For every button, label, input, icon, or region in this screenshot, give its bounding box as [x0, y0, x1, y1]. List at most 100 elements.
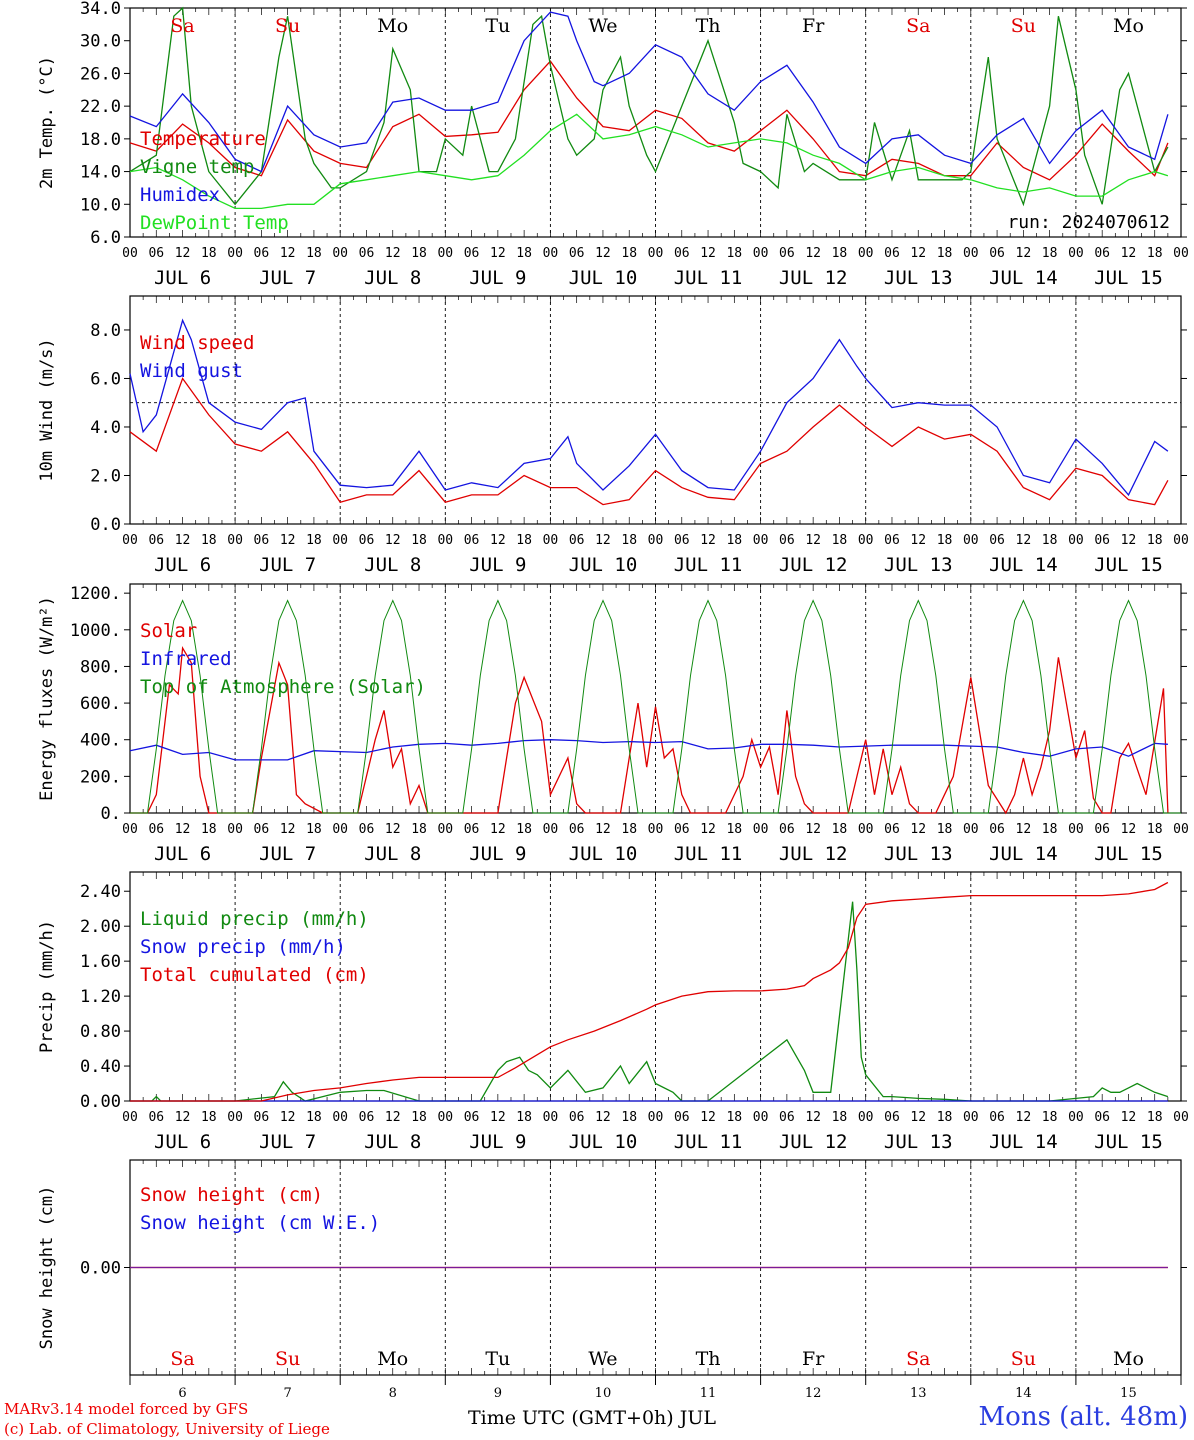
- day-label: JUL 10: [569, 554, 638, 576]
- hour-tick-label: 18: [516, 533, 532, 548]
- y-tick-label: 0.0: [90, 515, 121, 535]
- hour-tick-label: 18: [832, 1110, 848, 1125]
- series-line: [129, 60, 1169, 181]
- y-tick-label: 400.: [80, 731, 121, 751]
- hour-tick-label: 18: [411, 246, 427, 261]
- day-label: JUL 14: [989, 554, 1058, 576]
- hour-tick-label: 00: [963, 246, 979, 261]
- weekday-label: Fr: [802, 1348, 825, 1370]
- hour-tick-label: 00: [543, 246, 559, 261]
- y-tick-label: 6.0: [90, 369, 121, 389]
- hour-tick-label: 00: [332, 1110, 348, 1125]
- hour-tick-label: 06: [464, 533, 480, 548]
- hour-tick-label: 00: [1068, 246, 1084, 261]
- hour-tick-label: 00: [437, 822, 453, 837]
- hour-tick-label: 18: [1042, 1110, 1058, 1125]
- day-number-label: 10: [595, 1386, 612, 1401]
- hour-tick-label: 12: [175, 1110, 191, 1125]
- hour-tick-label: 00: [1173, 822, 1189, 837]
- day-label: JUL 6: [154, 554, 211, 576]
- hour-tick-label: 12: [1016, 1110, 1032, 1125]
- y-tick-label: 2.00: [80, 917, 121, 937]
- y-tick-label: 1000.: [70, 621, 121, 641]
- hour-tick-label: 12: [805, 1110, 821, 1125]
- weekday-label: We: [588, 15, 617, 37]
- weekday-label: Th: [696, 15, 721, 37]
- y-tick-label: 0.80: [80, 1022, 121, 1042]
- hour-tick-label: 00: [437, 1110, 453, 1125]
- hour-tick-label: 18: [832, 822, 848, 837]
- y-tick-label: 2.40: [80, 882, 121, 902]
- hour-tick-label: 06: [148, 822, 164, 837]
- day-label: JUL 13: [884, 554, 953, 576]
- hour-tick-label: 12: [175, 533, 191, 548]
- hour-tick-label: 06: [569, 1110, 585, 1125]
- weekday-label: Sa: [906, 15, 930, 37]
- day-label: JUL 10: [569, 843, 638, 865]
- hour-tick-label: 18: [832, 246, 848, 261]
- hour-tick-label: 18: [621, 246, 637, 261]
- y-tick-label: 0.: [101, 804, 121, 824]
- weekday-label: Su: [1011, 15, 1036, 37]
- legend-entry: DewPoint Temp: [140, 212, 289, 234]
- y-tick-label: 0.40: [80, 1057, 121, 1077]
- day-label: JUL 15: [1094, 554, 1163, 576]
- day-number-label: 7: [284, 1386, 292, 1401]
- day-label: JUL 6: [154, 1131, 211, 1153]
- day-number-label: 9: [494, 1386, 502, 1401]
- hour-tick-label: 18: [726, 1110, 742, 1125]
- hour-tick-label: 18: [726, 246, 742, 261]
- hour-tick-label: 06: [569, 246, 585, 261]
- hour-tick-label: 06: [884, 533, 900, 548]
- day-label: JUL 12: [779, 843, 848, 865]
- hour-tick-label: 00: [332, 246, 348, 261]
- hour-tick-label: 06: [1094, 246, 1110, 261]
- weekday-label: We: [588, 1348, 617, 1370]
- legend-entry: Solar: [140, 620, 197, 642]
- hour-tick-label: 06: [464, 246, 480, 261]
- y-tick-label: 6.0: [90, 228, 121, 248]
- legend-entry: Top of Atmosphere (Solar): [140, 676, 426, 698]
- day-label: JUL 15: [1094, 267, 1163, 289]
- hour-tick-label: 06: [989, 246, 1005, 261]
- hour-tick-label: 12: [280, 822, 296, 837]
- hour-tick-label: 12: [910, 1110, 926, 1125]
- legend-entry: Total cumulated (cm): [140, 964, 369, 986]
- hour-tick-label: 06: [1094, 822, 1110, 837]
- weekday-label: Mo: [377, 15, 408, 37]
- hour-tick-label: 00: [858, 822, 874, 837]
- hour-tick-label: 00: [963, 533, 979, 548]
- hour-tick-label: 06: [674, 246, 690, 261]
- series-line: [130, 646, 1169, 815]
- hour-tick-label: 12: [385, 246, 401, 261]
- series-line: [129, 739, 1168, 761]
- legend-entry: Temperature: [140, 128, 266, 150]
- y-tick-label: 1.60: [80, 952, 121, 972]
- series-line: [129, 113, 1169, 210]
- hour-tick-label: 06: [359, 246, 375, 261]
- y-axis-label: Energy fluxes (W/m²): [37, 596, 57, 801]
- hour-tick-label: 18: [621, 822, 637, 837]
- hour-tick-label: 18: [411, 1110, 427, 1125]
- y-axis-label: Snow height (cm): [37, 1186, 57, 1350]
- day-number-label: 11: [700, 1386, 717, 1401]
- hour-tick-label: 12: [385, 533, 401, 548]
- legend-entry: Snow height (cm W.E.): [140, 1212, 380, 1234]
- hour-tick-label: 18: [516, 822, 532, 837]
- hour-tick-label: 00: [648, 246, 664, 261]
- hour-tick-label: 00: [437, 533, 453, 548]
- series-line: [129, 318, 1169, 497]
- hour-tick-label: 12: [490, 822, 506, 837]
- hour-tick-label: 18: [1147, 533, 1163, 548]
- hour-tick-label: 18: [937, 822, 953, 837]
- day-label: JUL 9: [469, 1131, 526, 1153]
- hour-tick-label: 18: [516, 246, 532, 261]
- hour-tick-label: 06: [674, 533, 690, 548]
- hour-tick-label: 18: [621, 533, 637, 548]
- hour-tick-label: 00: [227, 533, 243, 548]
- hour-tick-label: 06: [569, 533, 585, 548]
- hour-tick-label: 18: [306, 1110, 322, 1125]
- hour-tick-label: 12: [595, 1110, 611, 1125]
- hour-tick-label: 12: [700, 246, 716, 261]
